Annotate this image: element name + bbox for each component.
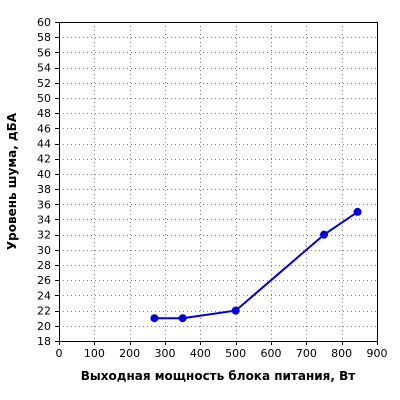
y-tick-label: 24 (37, 289, 51, 302)
x-tick-label: 300 (155, 347, 176, 360)
x-tick-label: 600 (261, 347, 282, 360)
y-tick-label: 56 (37, 46, 51, 59)
axis-ticks: 0 100 200 300 400 500 600 700 800 900 18 20 22 24 26 28… (37, 16, 388, 360)
data-point (231, 306, 240, 315)
x-tick-label: 200 (119, 347, 140, 360)
x-tick-label: 500 (225, 347, 246, 360)
x-tick-label: 700 (296, 347, 317, 360)
y-tick-label: 60 (37, 16, 51, 29)
y-tick-label: 58 (37, 31, 51, 44)
y-tick-label: 38 (37, 183, 51, 196)
x-tick-label: 0 (56, 347, 63, 360)
y-tick-label: 22 (37, 305, 51, 318)
y-tick-label: 44 (37, 138, 51, 151)
x-tick-label: 100 (84, 347, 105, 360)
y-tick-label: 50 (37, 92, 51, 105)
data-point (150, 314, 159, 323)
y-tick-label: 46 (37, 122, 51, 135)
y-tick-label: 48 (37, 107, 51, 120)
y-tick-label: 30 (37, 244, 51, 257)
x-tick-label: 400 (190, 347, 211, 360)
x-tick-label: 800 (331, 347, 352, 360)
y-tick-label: 32 (37, 229, 51, 242)
plot-area-frame (59, 22, 378, 342)
y-tick-label: 18 (37, 335, 51, 348)
y-tick-label: 40 (37, 168, 51, 181)
y-tick-label: 36 (37, 198, 51, 211)
y-tick-label: 54 (37, 62, 51, 75)
y-tick-label: 28 (37, 259, 51, 272)
x-axis-title: Выходная мощность блока питания, Вт (81, 369, 356, 383)
y-axis-title: Уровень шума, дБА (5, 112, 19, 250)
y-tick-label: 34 (37, 213, 51, 226)
grid (59, 22, 377, 341)
data-point (178, 314, 187, 323)
x-tick-label: 900 (367, 347, 388, 360)
data-point (353, 207, 362, 216)
y-tick-label: 20 (37, 320, 51, 333)
y-tick-label: 26 (37, 274, 51, 287)
y-tick-label: 42 (37, 153, 51, 166)
data-point (320, 230, 328, 239)
series-layer (150, 207, 362, 323)
y-tick-label: 52 (37, 77, 51, 90)
